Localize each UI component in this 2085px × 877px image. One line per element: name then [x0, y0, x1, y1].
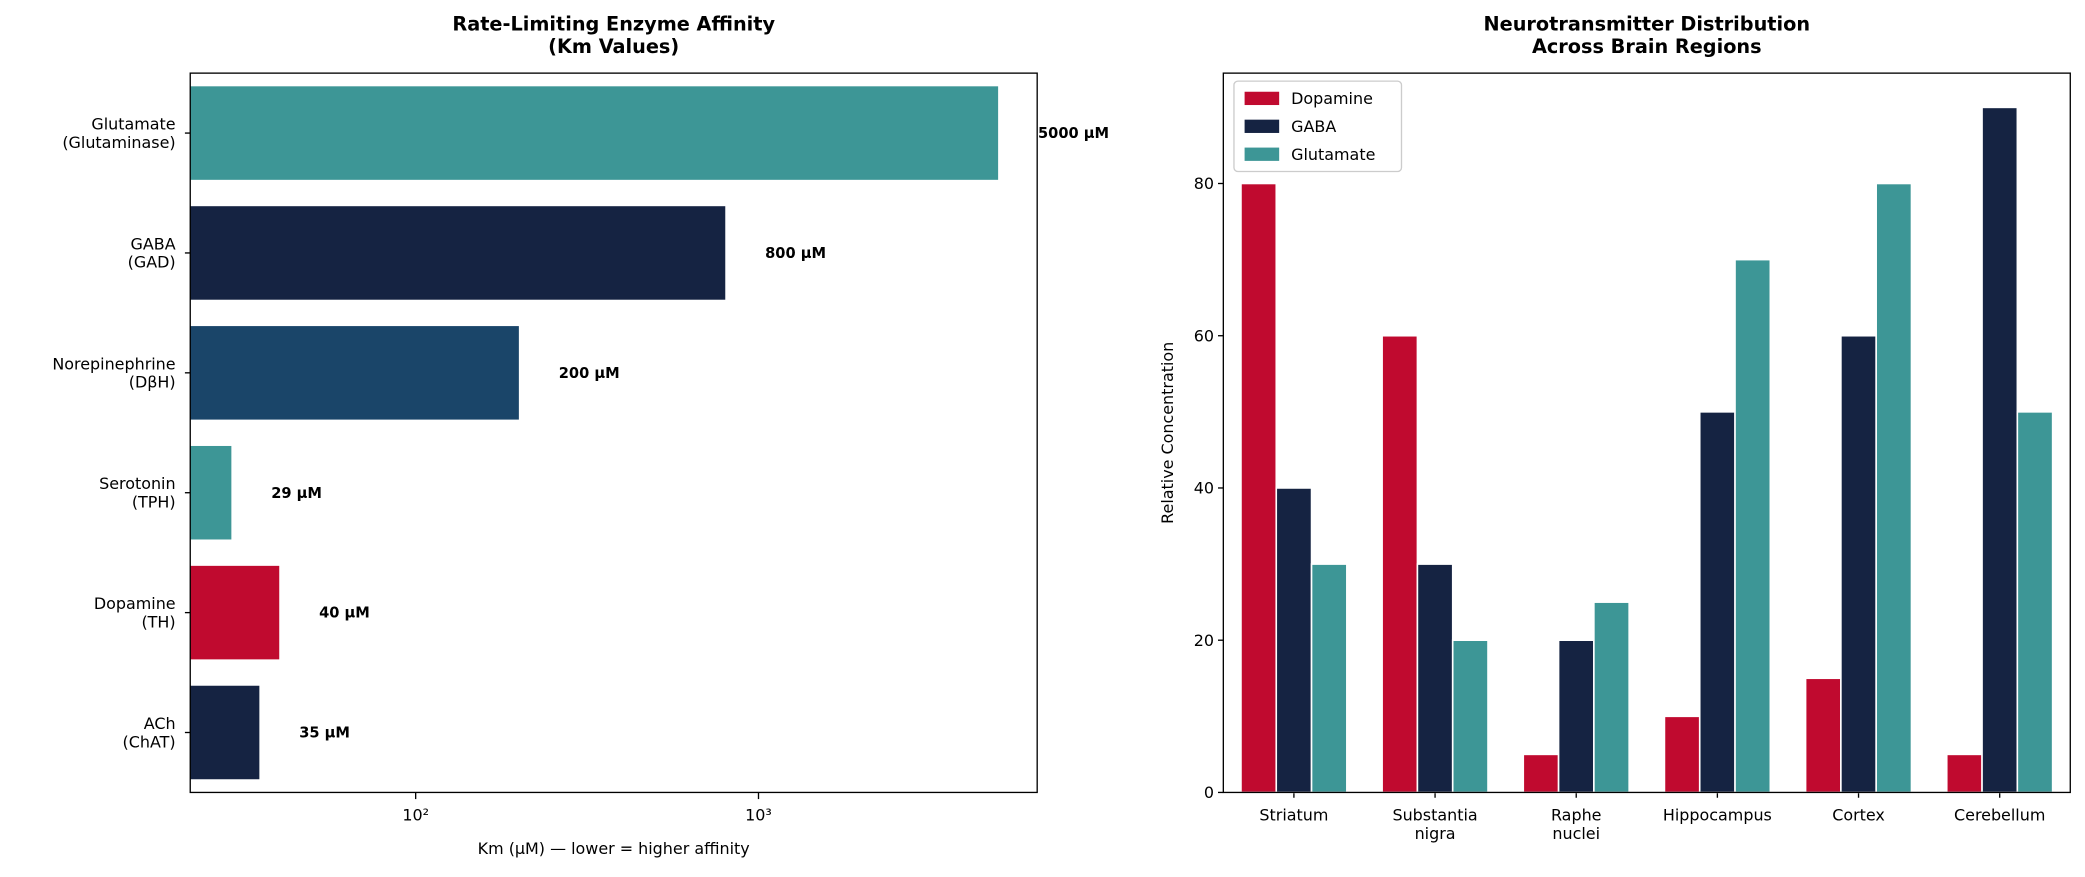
y-tick-label: Dopamine (TH): [94, 594, 176, 631]
axes-frame: [189, 72, 1038, 794]
y-tick-label: Norepinephrine (DβH): [52, 354, 175, 391]
axes-frame: [1222, 72, 2071, 794]
y-tick-label: Serotonin (TPH): [99, 474, 176, 511]
bar: [1875, 182, 1913, 794]
value-label: 29 μM: [271, 485, 322, 502]
bar: [190, 326, 519, 420]
x-tick-label: Striatum: [1259, 806, 1328, 825]
bar: [1945, 753, 1983, 794]
y-tick-label: 40: [1194, 479, 1214, 498]
bar: [190, 206, 726, 300]
legend-label: Glutamate: [1291, 145, 1375, 164]
x-tick-label: Hippocampus: [1663, 806, 1772, 825]
x-axis-label: Km (μM) — lower = higher affinity: [478, 839, 750, 858]
legend-swatch: [1244, 147, 1280, 161]
value-label: 200 μM: [559, 365, 620, 382]
value-label: 35 μM: [299, 725, 350, 742]
bar: [1240, 182, 1278, 794]
bar: [1840, 334, 1877, 794]
bar: [1310, 563, 1348, 794]
y-tick-label: GABA (GAD): [128, 234, 176, 271]
bar: [1451, 639, 1489, 794]
y-tick-label: Glutamate (Glutaminase): [62, 114, 175, 151]
legend-swatch: [1244, 91, 1280, 106]
x-tick-label: Raphe nuclei: [1551, 806, 1602, 843]
bar: [2016, 411, 2054, 794]
y-tick-label: 0: [1204, 783, 1214, 802]
bar: [1593, 601, 1630, 794]
x-tick-label: 10²: [402, 806, 429, 825]
bar: [1663, 715, 1701, 794]
bar: [1275, 487, 1313, 794]
y-axis-label: Relative Concentration: [1158, 342, 1177, 524]
chart-title: Neurotransmitter Distribution Across Brai…: [1484, 13, 1811, 58]
legend-label: GABA: [1291, 117, 1336, 136]
bar: [190, 86, 999, 180]
bar: [190, 445, 232, 540]
x-tick-label: 10³: [745, 806, 772, 825]
chart-title: Rate-Limiting Enzyme Affinity (Km Values): [452, 13, 775, 58]
x-tick-label: Cerebellum: [1954, 806, 2045, 825]
bar: [1522, 753, 1560, 794]
x-tick-label: Substantia nigra: [1392, 806, 1477, 843]
y-tick-label: 60: [1194, 326, 1214, 345]
bar: [1804, 677, 1842, 794]
bar: [1734, 258, 1772, 794]
bar: [1416, 563, 1454, 794]
bar: [190, 565, 280, 660]
legend-label: Dopamine: [1291, 89, 1373, 108]
legend-swatch: [1244, 119, 1280, 133]
value-label: 800 μM: [765, 245, 826, 262]
y-tick-label: ACh (ChAT): [123, 714, 176, 751]
y-tick-label: 20: [1194, 631, 1214, 650]
value-label: 5000 μM: [1038, 125, 1109, 142]
bar: [190, 685, 260, 780]
x-tick-label: Cortex: [1832, 806, 1885, 825]
bar: [1557, 639, 1595, 794]
bar: [1981, 106, 2019, 794]
value-label: 40 μM: [319, 605, 370, 622]
y-tick-label: 80: [1194, 174, 1214, 193]
bar: [1698, 411, 1736, 794]
legend: Dopamine GABA Glutamate: [1233, 80, 1403, 173]
bar: [1381, 334, 1419, 794]
